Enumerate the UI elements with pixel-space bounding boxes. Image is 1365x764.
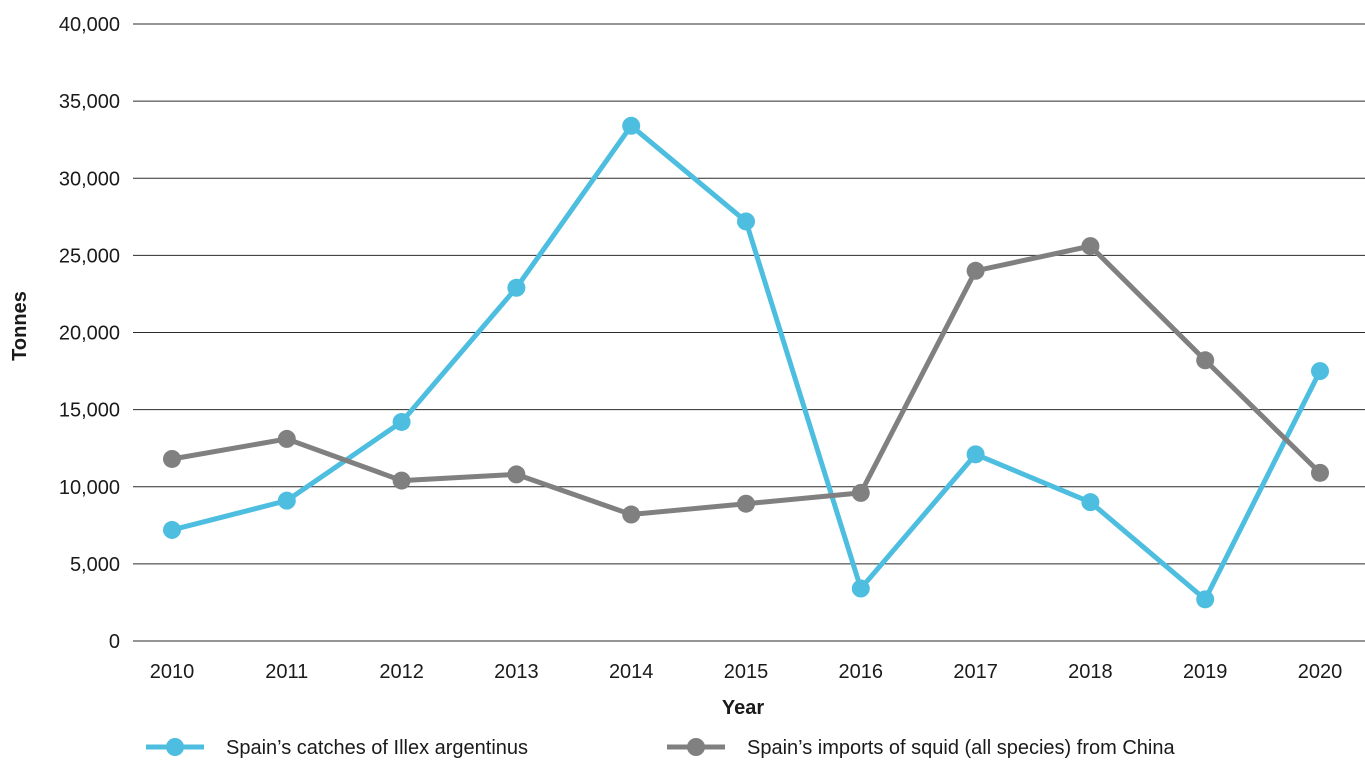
x-tick-label: 2019 — [1183, 661, 1228, 683]
data-point — [966, 261, 985, 280]
x-tick-label: 2016 — [839, 661, 884, 683]
data-point — [507, 465, 526, 484]
data-point — [392, 412, 411, 431]
x-tick-label: 2015 — [724, 661, 769, 683]
data-point — [737, 494, 755, 513]
data-point — [277, 429, 296, 448]
series-line — [169, 243, 1323, 518]
y-tick-label: 25,000 — [59, 245, 120, 267]
legend-item: Spain’s imports of squid (all species) f… — [667, 737, 1175, 759]
data-point — [622, 505, 641, 524]
series-line — [169, 123, 1323, 602]
series-1 — [163, 116, 1329, 609]
data-point — [392, 471, 411, 490]
x-tick-label: 2020 — [1298, 661, 1343, 683]
data-point — [1081, 493, 1100, 512]
gridlines — [133, 23, 1365, 642]
x-tick-label: 2011 — [265, 661, 308, 683]
data-point — [163, 520, 181, 539]
y-tick-label: 10,000 — [59, 477, 120, 499]
legend-marker — [166, 738, 184, 756]
legend-item: Spain’s catches of Illex argentinus — [146, 737, 528, 759]
x-tick-label: 2012 — [379, 661, 424, 683]
data-point — [277, 491, 296, 510]
data-point — [1196, 351, 1215, 370]
x-tick-label: 2014 — [609, 661, 654, 683]
x-tick-label: 2018 — [1068, 661, 1113, 683]
y-axis-title: Tonnes — [9, 291, 31, 361]
data-point — [163, 449, 181, 468]
data-point — [507, 278, 526, 297]
data-point — [1196, 590, 1215, 609]
legend-label: Spain’s imports of squid (all species) f… — [747, 737, 1175, 759]
y-tick-label: 15,000 — [59, 400, 120, 422]
data-point — [851, 483, 870, 502]
y-tick-label: 0 — [109, 631, 120, 653]
data-point — [1081, 237, 1100, 256]
x-tick-label: 2017 — [953, 661, 998, 683]
series-layer — [163, 116, 1329, 609]
y-tick-label: 40,000 — [59, 14, 120, 36]
data-point — [851, 579, 870, 598]
y-tick-label: 5,000 — [70, 554, 120, 576]
data-point — [737, 212, 755, 231]
legend: Spain’s catches of Illex argentinus Spain… — [146, 737, 1175, 759]
y-tick-label: 35,000 — [59, 91, 120, 113]
legend-marker — [687, 738, 705, 756]
x-tick-label: 2010 — [150, 661, 195, 683]
data-point — [622, 116, 641, 135]
series-2 — [163, 237, 1329, 524]
y-axis-ticks: 0 5,000 10,000 15,000 20,000 25,000 30,000 35,0… — [59, 14, 120, 653]
legend-label: Spain’s catches of Illex argentinus — [226, 737, 528, 759]
data-point — [966, 445, 985, 464]
data-point — [1311, 463, 1329, 482]
x-axis-title: Year — [722, 697, 764, 719]
y-tick-label: 20,000 — [59, 323, 120, 345]
data-point — [1311, 362, 1329, 381]
x-tick-label: 2013 — [494, 661, 539, 683]
y-tick-label: 30,000 — [59, 168, 120, 190]
x-axis-ticks: 2010 2011 2012 2013 2014 2015 2016 2017 2018 2019… — [150, 661, 1343, 683]
